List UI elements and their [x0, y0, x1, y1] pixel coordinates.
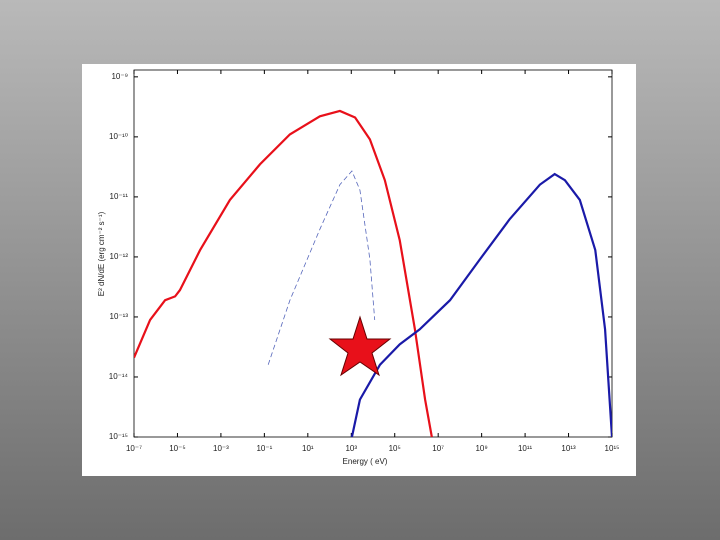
series-line [350, 172, 612, 437]
plot-frame [133, 69, 613, 438]
x-tick-label: 10⁵ [389, 444, 401, 453]
x-tick-label: 10³ [345, 444, 357, 453]
y-tick-label: 10⁻¹⁴ [109, 372, 129, 381]
x-tick-label: 10¹ [302, 444, 314, 453]
x-tick-label: 10⁷ [432, 444, 444, 453]
x-tick-label: 10⁻⁵ [169, 444, 185, 453]
x-tick-label: 10⁻³ [213, 444, 229, 453]
x-tick-label: 10¹⁵ [605, 444, 620, 453]
chart: Energy ( eV) E² dN/dE (erg cm⁻² s⁻¹) 10⁻… [82, 64, 636, 476]
y-tick-label: 10⁻¹² [110, 252, 129, 261]
x-tick-label: 10⁻⁷ [126, 444, 142, 453]
y-tick-label: 10⁻¹⁰ [109, 132, 128, 141]
y-tick-label: 10⁻¹¹ [110, 192, 129, 201]
y-tick-label: 10⁻¹⁵ [109, 432, 128, 441]
series-line [267, 170, 376, 365]
y-tick-label: 10⁻¹³ [110, 312, 129, 321]
x-axis-label: Energy ( eV) [343, 457, 388, 466]
x-tick-label: 10¹³ [561, 444, 576, 453]
x-tick-label: 10⁻¹ [256, 444, 272, 453]
chart-background [82, 64, 636, 476]
series-line [134, 109, 433, 437]
x-tick-label: 10⁹ [475, 444, 487, 453]
y-axis-label: E² dN/dE (erg cm⁻² s⁻¹) [97, 211, 106, 296]
y-tick-label: 10⁻⁹ [111, 72, 128, 81]
star-marker [328, 315, 392, 377]
x-tick-label: 10¹¹ [518, 444, 533, 453]
